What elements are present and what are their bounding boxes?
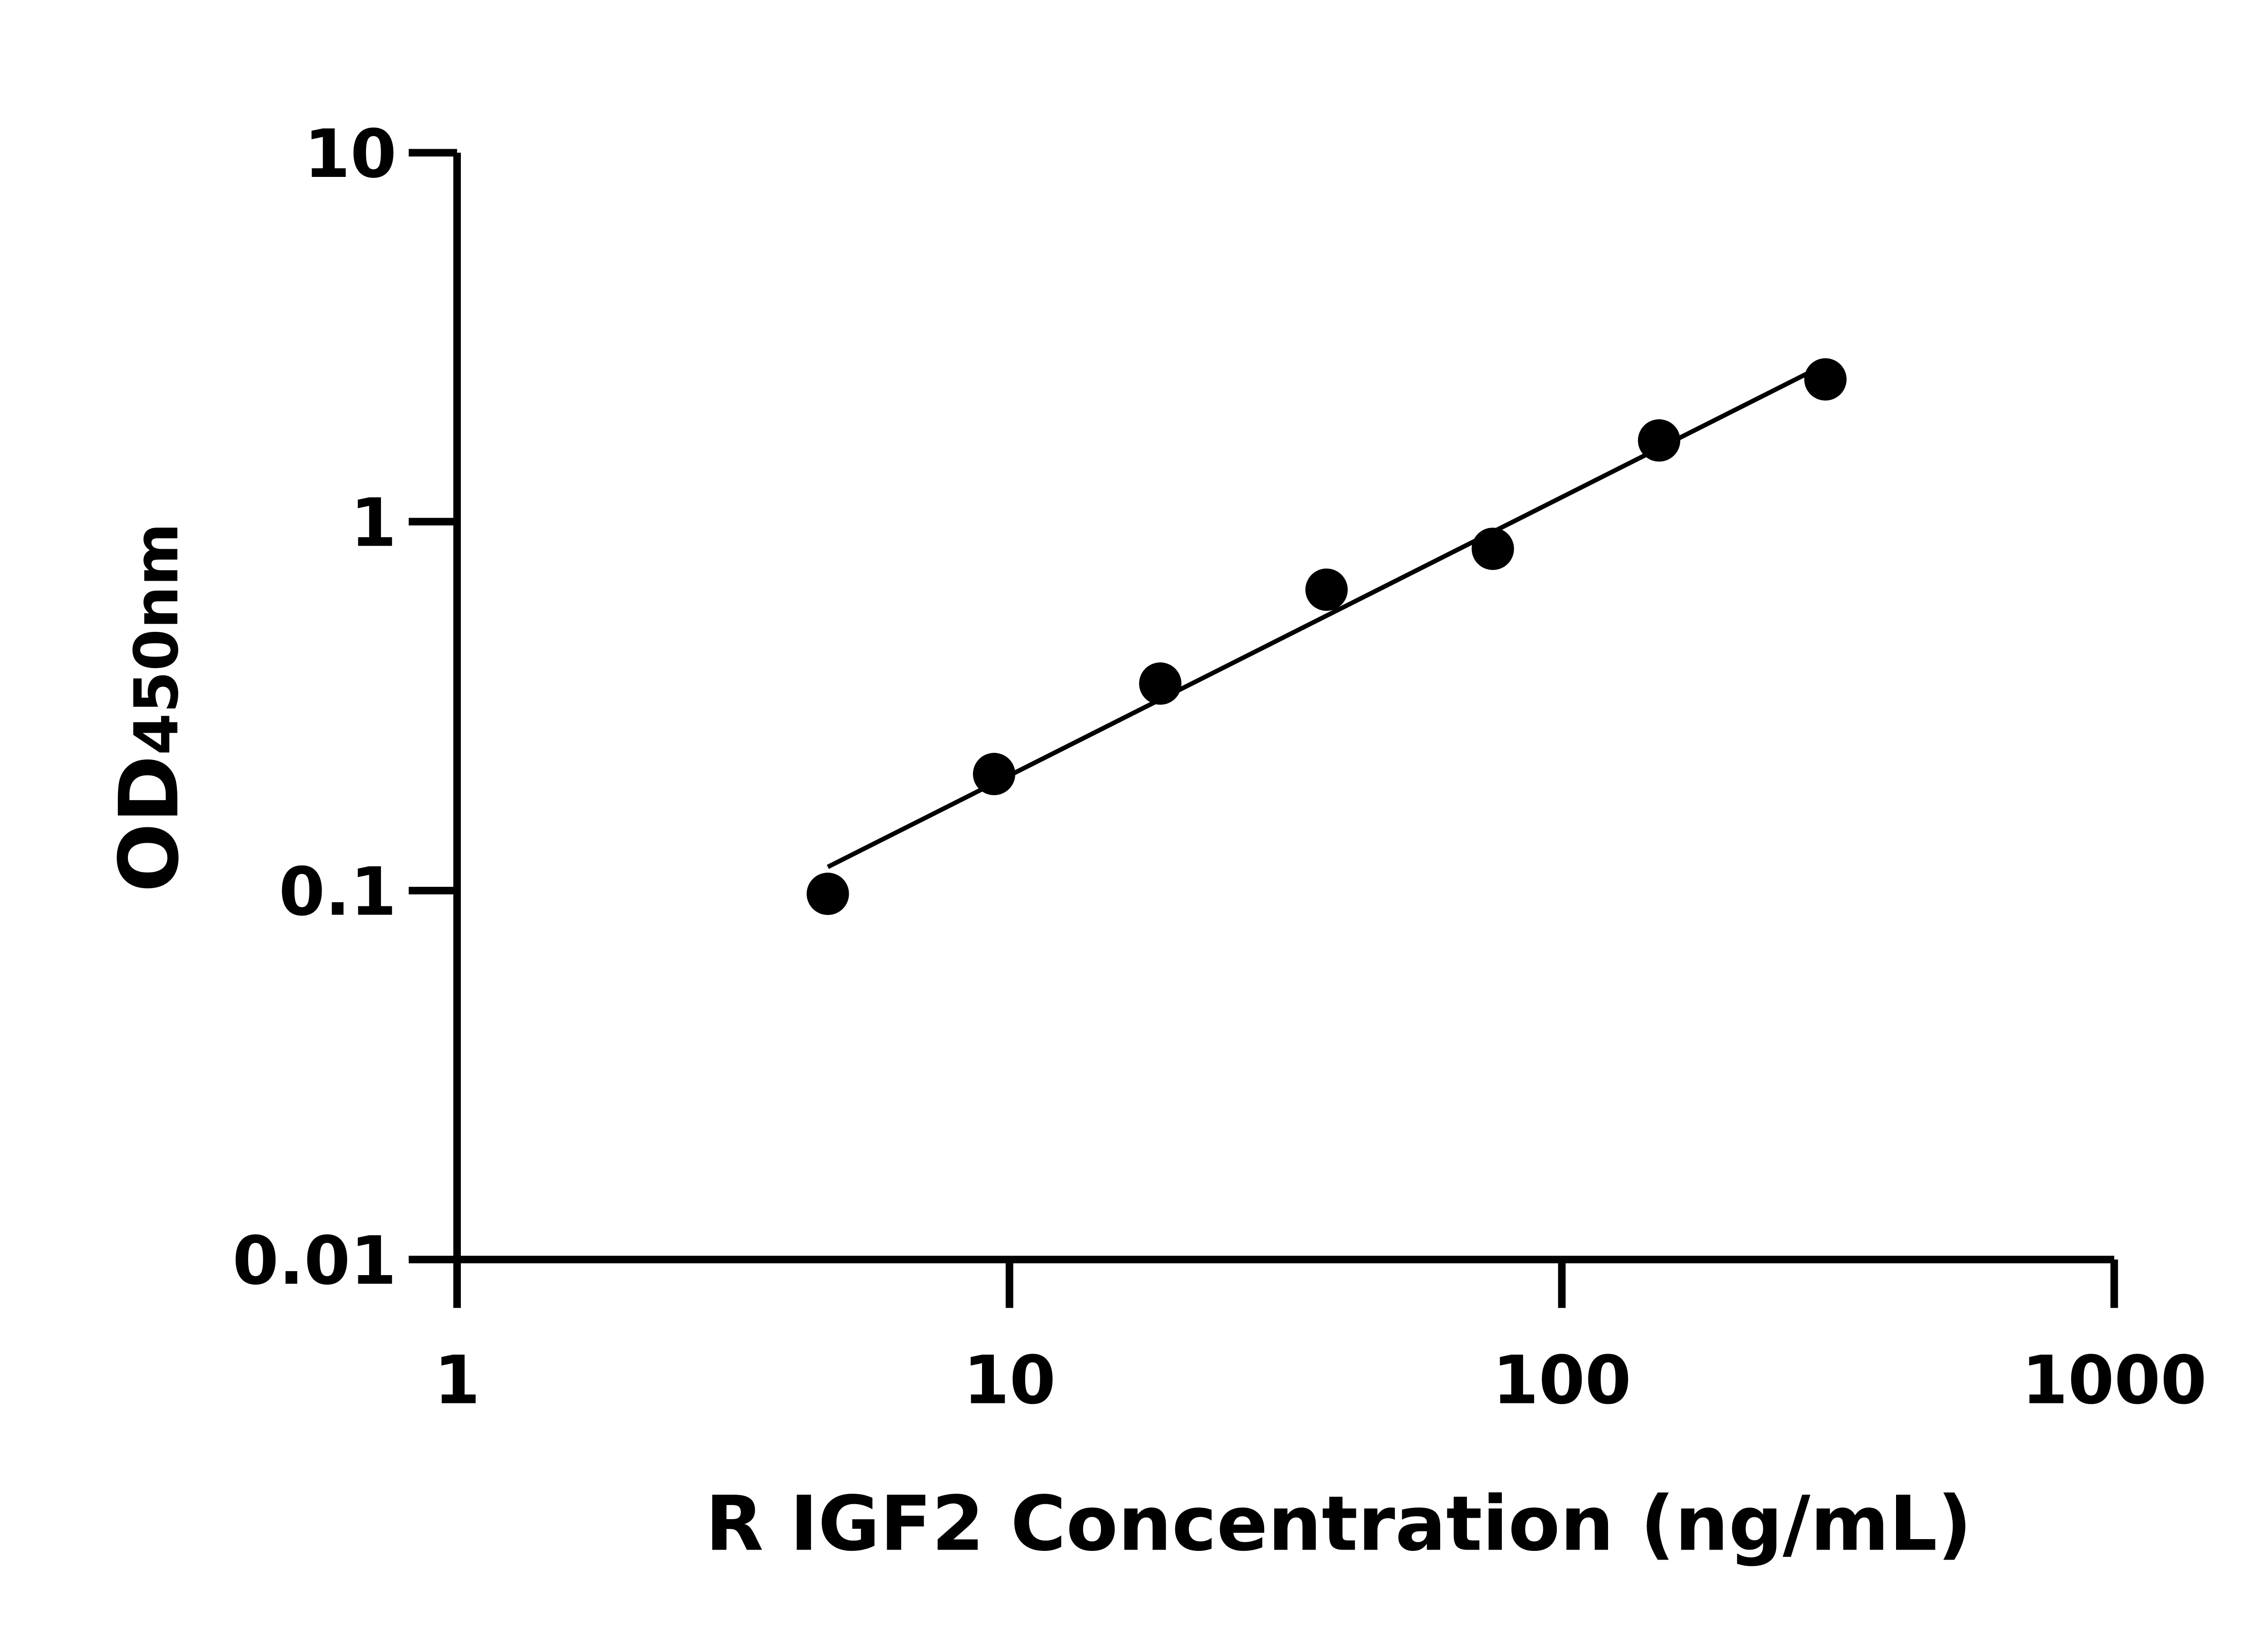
y-axis-label: OD450nm bbox=[102, 523, 197, 893]
data-points bbox=[807, 358, 1847, 915]
y-tick-label: 0.01 bbox=[232, 1222, 396, 1300]
y-axis-label-sub: 450nm bbox=[122, 523, 192, 755]
data-point bbox=[1637, 419, 1681, 462]
x-tick-label: 100 bbox=[1492, 1341, 1631, 1419]
data-point bbox=[1305, 568, 1348, 611]
x-tick-label: 1 bbox=[434, 1341, 480, 1419]
y-axis-label-main: OD bbox=[102, 755, 197, 892]
x-tick-label: 1000 bbox=[2022, 1341, 2207, 1419]
data-point bbox=[807, 872, 849, 915]
y-tick-label: 10 bbox=[304, 115, 396, 193]
data-point bbox=[1471, 528, 1514, 570]
data-point bbox=[973, 753, 1016, 796]
y-tick-label: 1 bbox=[350, 484, 396, 562]
data-point bbox=[1139, 662, 1182, 705]
x-axis-label: R IGF2 Concentration (ng/mL) bbox=[705, 1480, 1972, 1568]
axes: 1 10 100 1000 0.01 0.1 1 10 bbox=[232, 115, 2207, 1419]
data-point bbox=[1804, 358, 1847, 401]
x-tick-label: 10 bbox=[963, 1341, 1056, 1419]
y-tick-label: 0.1 bbox=[279, 853, 397, 931]
